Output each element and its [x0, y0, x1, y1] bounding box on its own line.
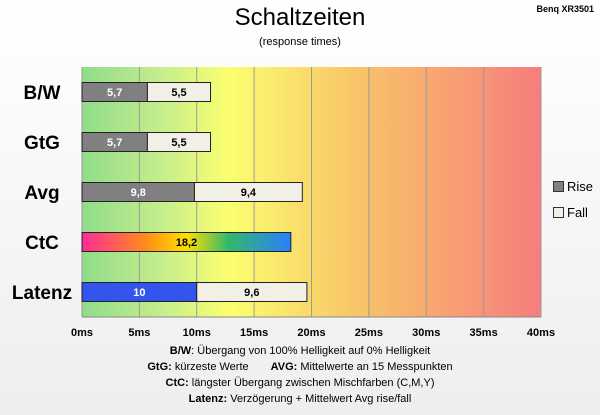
data-label: 5,7: [107, 137, 122, 149]
data-label: 9,6: [244, 287, 259, 299]
legend-fall-label: Fall: [567, 205, 588, 220]
note-latenz-text: Verzögerung + Mittelwert Avg rise/fall: [227, 393, 412, 405]
x-tick-label: 35ms: [470, 327, 498, 339]
note-latenz: Latenz: Verzögerung + Mittelwert Avg ris…: [0, 391, 600, 407]
category-labels: B/W GtG Avg CtC Latenz: [12, 83, 72, 304]
legend-rise-swatch: [553, 181, 564, 192]
category-label: Avg: [24, 183, 59, 204]
data-label: 9,8: [131, 187, 146, 199]
note-latenz-label: Latenz:: [188, 393, 228, 405]
x-tick-labels: 0ms 5ms 10ms 15ms 20ms 25ms 30ms 35ms 40ms: [71, 327, 555, 339]
chart-subtitle: (response times): [259, 36, 341, 48]
footnotes: B/W: Übergang von 100% Helligkeit auf 0%…: [0, 343, 600, 407]
category-label: Latenz: [12, 283, 72, 304]
data-label: 10: [133, 287, 145, 299]
source-label: Benq XR3501: [536, 4, 594, 14]
bar-fall: [146, 82, 212, 102]
data-label: 18,2: [176, 237, 197, 249]
x-tick-label: 0ms: [71, 327, 93, 339]
x-tick-label: 15ms: [240, 327, 268, 339]
x-tick-label: 25ms: [355, 327, 383, 339]
x-tick-label: 30ms: [412, 327, 440, 339]
bar-rise: [81, 232, 292, 252]
note-ctc-text: längster Übergang zwischen Mischfarben (…: [188, 377, 435, 389]
category-label: B/W: [24, 83, 61, 104]
legend-rise-label: Rise: [567, 179, 594, 194]
note-avg-label: AVG:: [270, 361, 298, 373]
legend-fall-swatch: [553, 207, 564, 218]
note-gtg-label: GtG:: [147, 361, 172, 373]
bar-fall: [193, 182, 303, 202]
category-label: CtC: [25, 233, 59, 254]
note-ctc-label: CtC:: [165, 377, 189, 389]
bar-fall: [196, 282, 308, 302]
x-tick-label: 5ms: [128, 327, 150, 339]
note-bw: B/W: Übergang von 100% Helligkeit auf 0%…: [0, 343, 600, 359]
legend-rise: Rise: [553, 179, 593, 194]
x-tick-label: 20ms: [297, 327, 325, 339]
category-label: GtG: [24, 133, 60, 154]
chart-title: Schaltzeiten: [234, 4, 366, 31]
legend-fall: Fall: [553, 205, 588, 220]
data-label: 5,5: [171, 137, 186, 149]
data-label: 5,5: [171, 87, 186, 99]
data-label: 5,7: [107, 87, 122, 99]
bar-fall: [146, 132, 212, 152]
x-tick-label: 10ms: [183, 327, 211, 339]
note-bw-label: B/W: [169, 345, 192, 357]
note-gtg-avg: GtG: kürzeste Werte AVG: Mittelwerte an 1…: [0, 359, 600, 375]
note-ctc: CtC: längster Übergang zwischen Mischfar…: [0, 375, 600, 391]
note-avg-text: Mittelwerte an 15 Messpunkten: [297, 361, 453, 373]
note-bw-text: : Übergang von 100% Helligkeit auf 0% He…: [191, 345, 431, 357]
data-label: 9,4: [241, 187, 257, 199]
note-gtg-text: kürzeste Werte: [171, 361, 249, 373]
bars: 5,7 5,5 5,7 5,5 9,8 9,4 18,2 10 9,6: [81, 82, 308, 302]
x-tick-label: 40ms: [527, 327, 555, 339]
